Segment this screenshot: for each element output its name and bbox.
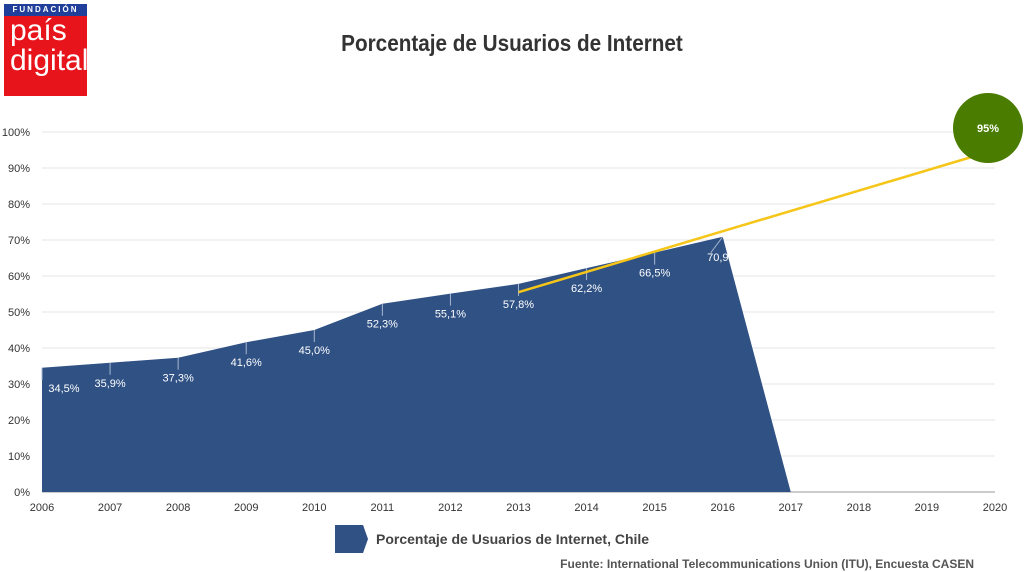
data-label: 35,9% bbox=[94, 378, 125, 390]
data-label: 52,3% bbox=[367, 319, 398, 331]
x-tick-label: 2011 bbox=[371, 502, 395, 514]
logo: FUNDACIÓN país digital bbox=[4, 4, 89, 96]
x-tick-label: 2016 bbox=[710, 502, 734, 514]
data-label: 45,0% bbox=[299, 345, 330, 357]
y-tick-label: 0% bbox=[14, 487, 30, 499]
legend: Porcentaje de Usuarios de Internet, Chil… bbox=[335, 525, 649, 553]
y-tick-label: 30% bbox=[8, 379, 30, 391]
legend-swatch bbox=[335, 525, 368, 553]
x-tick-label: 2012 bbox=[438, 502, 462, 514]
data-label: 70,9% bbox=[707, 252, 738, 264]
x-tick-label: 2015 bbox=[642, 502, 666, 514]
y-tick-label: 10% bbox=[8, 451, 30, 463]
x-tick-label: 2018 bbox=[847, 502, 871, 514]
label-leader bbox=[710, 236, 724, 254]
y-tick-label: 40% bbox=[8, 343, 30, 355]
x-tick-label: 2013 bbox=[506, 502, 530, 514]
logo-line1: país bbox=[10, 14, 67, 47]
y-tick-label: 100% bbox=[2, 127, 30, 139]
data-label: 41,6% bbox=[231, 357, 262, 369]
y-tick-label: 20% bbox=[8, 415, 30, 427]
x-tick-label: 2020 bbox=[983, 502, 1007, 514]
logo-line2: digital bbox=[10, 44, 89, 77]
x-tick-label: 2006 bbox=[30, 502, 54, 514]
data-label: 57,8% bbox=[503, 299, 534, 311]
data-label: 34,5% bbox=[48, 383, 79, 395]
data-label: 62,2% bbox=[571, 283, 602, 295]
y-tick-label: 80% bbox=[8, 199, 30, 211]
x-tick-label: 2019 bbox=[915, 502, 939, 514]
y-tick-label: 50% bbox=[8, 307, 30, 319]
data-label: 66,5% bbox=[639, 268, 670, 280]
source-note: Fuente: International Telecommunications… bbox=[560, 557, 974, 571]
x-tick-label: 2008 bbox=[166, 502, 190, 514]
data-label: 55,1% bbox=[435, 309, 466, 321]
legend-label: Porcentaje de Usuarios de Internet, Chil… bbox=[376, 531, 650, 547]
x-tick-label: 2009 bbox=[234, 502, 258, 514]
data-label: 37,3% bbox=[163, 373, 194, 385]
x-tick-label: 2010 bbox=[302, 502, 326, 514]
x-tick-label: 2017 bbox=[779, 502, 803, 514]
y-tick-label: 70% bbox=[8, 235, 30, 247]
area-series bbox=[42, 236, 791, 492]
trend-line bbox=[518, 148, 996, 294]
chart-title: Porcentaje de Usuarios de Internet bbox=[341, 30, 683, 56]
y-tick-label: 60% bbox=[8, 271, 30, 283]
logo-top: FUNDACIÓN bbox=[4, 4, 87, 16]
x-tick-label: 2014 bbox=[574, 502, 598, 514]
target-marker bbox=[953, 93, 1023, 163]
target-label: 95% bbox=[977, 123, 999, 135]
x-tick-label: 2007 bbox=[98, 502, 122, 514]
y-tick-label: 90% bbox=[8, 163, 30, 175]
